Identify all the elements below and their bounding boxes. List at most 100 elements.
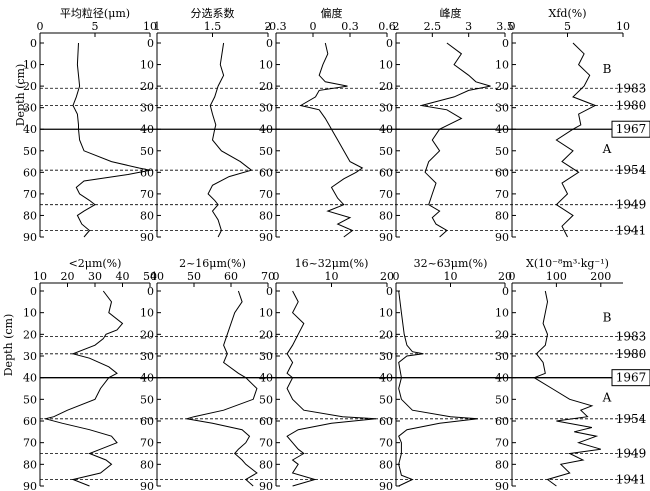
x-tick-label: 20 bbox=[498, 270, 512, 283]
x-tick-label: 2 bbox=[393, 20, 400, 33]
x-tick-label: 10 bbox=[616, 20, 630, 33]
panel-title: <2μm(%) bbox=[69, 257, 122, 270]
depth-tick-label: 70 bbox=[259, 188, 273, 201]
x-tick-label: 0 bbox=[509, 20, 516, 33]
depth-tick-label: 30 bbox=[23, 102, 37, 115]
depth-tick-label: 40 bbox=[23, 372, 37, 385]
depth-tick-label: 80 bbox=[23, 209, 37, 222]
x-tick-label: -0.3 bbox=[265, 20, 286, 33]
depth-tick-label: 90 bbox=[259, 480, 273, 491]
depth-tick-label: 0 bbox=[386, 285, 393, 298]
depth-tick-label: 30 bbox=[259, 350, 273, 363]
depth-tick-label: 60 bbox=[259, 166, 273, 179]
depth-tick-label: 70 bbox=[379, 437, 393, 450]
depth-tick-label: 10 bbox=[495, 59, 509, 72]
profile-line bbox=[207, 42, 253, 238]
x-tick-label: 10 bbox=[444, 270, 458, 283]
unit-label-A: A bbox=[602, 391, 612, 405]
year-label: 1941 bbox=[616, 473, 647, 487]
unit-label-B: B bbox=[603, 310, 612, 324]
depth-tick-label: 50 bbox=[495, 145, 509, 158]
depth-tick-label: 70 bbox=[259, 437, 273, 450]
panel-title: 平均粒径(μm) bbox=[60, 6, 130, 20]
depth-tick-label: 20 bbox=[23, 80, 37, 93]
x-tick-label: 0 bbox=[509, 270, 516, 283]
depth-tick-label: 70 bbox=[495, 437, 509, 450]
depth-tick-label: 10 bbox=[259, 307, 273, 320]
panel-title: X(10⁻⁸m³·kg⁻¹) bbox=[526, 257, 609, 270]
depth-tick-label: 70 bbox=[23, 437, 37, 450]
depth-tick-label: 90 bbox=[140, 480, 154, 491]
depth-tick-label: 10 bbox=[379, 59, 393, 72]
depth-tick-label: 80 bbox=[259, 458, 273, 471]
depth-tick-label: 40 bbox=[495, 372, 509, 385]
x-tick-label: 0 bbox=[393, 270, 400, 283]
depth-tick-label: 70 bbox=[495, 188, 509, 201]
depth-tick-label: 20 bbox=[259, 80, 273, 93]
panel-title: 16~32μm(%) bbox=[295, 257, 369, 270]
depth-tick-label: 70 bbox=[379, 188, 393, 201]
x-tick-label: 70 bbox=[261, 270, 275, 283]
depth-tick-label: 10 bbox=[140, 59, 154, 72]
depth-tick-label: 50 bbox=[23, 145, 37, 158]
x-tick-label: 2.5 bbox=[424, 20, 442, 33]
x-tick-label: 5 bbox=[564, 20, 571, 33]
year-label: 1949 bbox=[616, 198, 647, 212]
depth-tick-label: 20 bbox=[23, 328, 37, 341]
x-tick-label: 0 bbox=[273, 270, 280, 283]
depth-tick-label: 10 bbox=[495, 307, 509, 320]
depth-tick-label: 90 bbox=[379, 480, 393, 491]
profile-line bbox=[398, 290, 478, 487]
depth-tick-label: 80 bbox=[140, 458, 154, 471]
x-tick-label: 10 bbox=[143, 20, 157, 33]
x-tick-label: 40 bbox=[150, 270, 164, 283]
depth-tick-label: 40 bbox=[140, 123, 154, 136]
depth-tick-label: 50 bbox=[23, 393, 37, 406]
depth-tick-label: 50 bbox=[379, 393, 393, 406]
depth-tick-label: 80 bbox=[259, 209, 273, 222]
depth-tick-label: 60 bbox=[495, 166, 509, 179]
profile-line bbox=[186, 290, 258, 487]
depth-tick-label: 30 bbox=[379, 350, 393, 363]
depth-tick-label: 0 bbox=[502, 285, 509, 298]
depth-tick-label: 90 bbox=[23, 231, 37, 244]
depth-tick-label: 40 bbox=[140, 372, 154, 385]
depth-tick-label: 40 bbox=[259, 123, 273, 136]
depth-tick-label: 30 bbox=[495, 102, 509, 115]
depth-tick-label: 40 bbox=[379, 123, 393, 136]
year-label: 1983 bbox=[616, 81, 647, 95]
year-label: 1941 bbox=[616, 224, 647, 238]
depth-tick-label: 80 bbox=[379, 209, 393, 222]
depth-axis-label-top: Depth (cm) bbox=[14, 64, 27, 127]
x-tick-label: 20 bbox=[380, 270, 394, 283]
unit-label-B: B bbox=[603, 62, 612, 76]
depth-tick-label: 80 bbox=[140, 209, 154, 222]
depth-tick-label: 20 bbox=[259, 328, 273, 341]
depth-tick-label: 0 bbox=[266, 285, 273, 298]
unit-label-A: A bbox=[602, 142, 612, 156]
depth-tick-label: 30 bbox=[140, 102, 154, 115]
depth-tick-label: 50 bbox=[140, 393, 154, 406]
panel-title: 分选系数 bbox=[191, 7, 235, 20]
depth-axis-label-bottom: Depth (cm) bbox=[2, 314, 15, 377]
x-tick-label: 50 bbox=[143, 270, 157, 283]
x-tick-label: 3 bbox=[465, 20, 472, 33]
x-tick-label: 1 bbox=[154, 20, 161, 33]
x-tick-label: 1.5 bbox=[204, 20, 222, 33]
year-box bbox=[611, 120, 650, 138]
depth-tick-label: 60 bbox=[23, 415, 37, 428]
x-tick-label: 5 bbox=[92, 20, 99, 33]
depth-tick-label: 10 bbox=[140, 307, 154, 320]
depth-tick-label: 50 bbox=[379, 145, 393, 158]
depth-tick-label: 20 bbox=[140, 328, 154, 341]
depth-tick-label: 10 bbox=[259, 59, 273, 72]
depth-tick-label: 10 bbox=[23, 59, 37, 72]
depth-tick-label: 80 bbox=[379, 458, 393, 471]
year-label: 1954 bbox=[616, 412, 647, 426]
year-box bbox=[611, 369, 650, 387]
year-label: 1954 bbox=[616, 163, 647, 177]
profile-line bbox=[299, 42, 364, 238]
x-tick-label: 3.5 bbox=[496, 20, 514, 33]
profile-line bbox=[286, 290, 376, 487]
depth-tick-label: 30 bbox=[23, 350, 37, 363]
